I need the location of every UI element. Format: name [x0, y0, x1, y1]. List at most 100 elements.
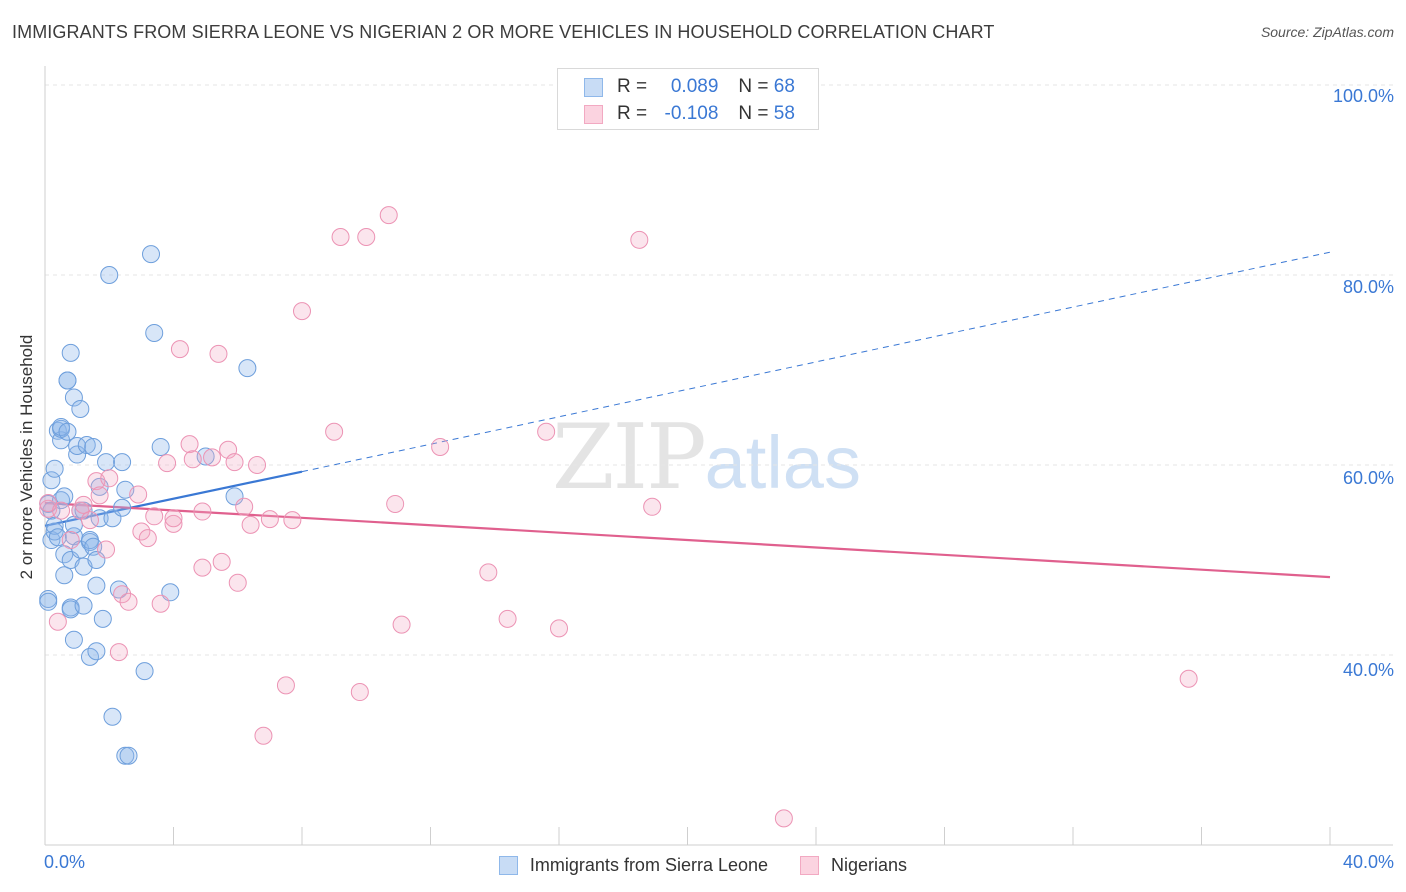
sierra-leone-point [97, 453, 116, 472]
y-tick-label-40: 40.0% [1342, 660, 1394, 680]
nigerian-point [158, 454, 177, 473]
sierra-leone-point [64, 630, 83, 649]
nigerian-point [113, 585, 132, 604]
legend-item-sierra-leone: Immigrants from Sierra Leone [498, 855, 768, 876]
nigerian-point [61, 531, 80, 550]
nigerian-point [225, 453, 244, 472]
nigerian-point [151, 594, 170, 613]
sierra-leone-point [42, 471, 61, 490]
chart-title: IMMIGRANTS FROM SIERRA LEONE VS NIGERIAN… [12, 22, 995, 42]
nigerian-point [209, 344, 228, 363]
nigerian-point [90, 486, 109, 505]
series-legend: Immigrants from Sierra Leone Nigerians [0, 851, 1406, 879]
sierra-leone-point [52, 418, 71, 436]
nigerian-point [193, 502, 212, 521]
sierra-leone-point [103, 707, 122, 726]
r-value: -0.108 [664, 103, 719, 124]
nigerian-point [74, 495, 93, 514]
nigerian-point [48, 612, 67, 631]
sierra-leone-point [64, 388, 83, 407]
y-axis-label: 2 or more Vehicles in Household [17, 334, 36, 580]
nigerian-point [630, 230, 649, 249]
sierra-leone-point [135, 662, 154, 681]
nigerian-point [132, 522, 151, 541]
nigerian-point [357, 228, 376, 246]
sierra-leone-point [55, 487, 74, 506]
y-tick-label-60: 60.0% [1342, 468, 1394, 488]
stats-row-nigerians: R = -0.108 N = 58 [584, 102, 795, 126]
nigerian-point [331, 228, 350, 246]
nigerian-point [325, 422, 344, 441]
nigerian-point [129, 485, 148, 504]
stats-legend: R = 0.089 N = 68 R = -0.108 N = 58 [557, 68, 819, 130]
nigerian-point [109, 643, 128, 662]
nigerian-point [293, 302, 311, 321]
sierra-leone-point [61, 343, 80, 362]
trendlines [44, 251, 1331, 579]
sierra-leone-trendline [44, 470, 303, 527]
nigerian-point [479, 563, 498, 582]
sierra-leone-point [39, 592, 58, 611]
sierra-leone-point [151, 437, 170, 456]
n-label: N = [738, 103, 769, 124]
nigerian-point [164, 509, 183, 528]
sierra-leone-point [142, 245, 161, 264]
n-value: 68 [773, 76, 795, 97]
nigerian-point [431, 437, 450, 456]
nigerian-point [248, 456, 267, 474]
watermark-atlas: atlas [704, 421, 861, 504]
x-tick-label-min: 0.0% [44, 852, 86, 872]
nigerian-point [235, 497, 254, 516]
sierra-leone-point [58, 422, 77, 441]
nigerian-point [97, 540, 116, 559]
data-points [39, 206, 1198, 828]
legend-label: Nigerians [831, 854, 908, 875]
watermark-zip: ZIP [552, 405, 707, 510]
y-tick-label-80: 80.0% [1342, 277, 1394, 297]
nigerian-point [183, 450, 202, 469]
nigerian-point [180, 435, 199, 454]
sierra-leone-point [68, 437, 87, 455]
n-value: 58 [773, 103, 795, 124]
nigerian-point [254, 726, 273, 745]
nigerian-point [241, 515, 260, 534]
sierra-leone-trend-extension [301, 251, 1331, 473]
nigerian-point [392, 615, 411, 634]
sierra-leone-point [145, 323, 164, 342]
y-tick-label-100: 100.0% [1332, 86, 1394, 106]
nigerian-point [498, 609, 517, 628]
sierra-leone-point [113, 453, 132, 472]
sierra-leone-point [100, 266, 119, 284]
watermark: ZIPatlas [552, 405, 861, 510]
sierra-leone-point [93, 609, 112, 628]
sierra-leone-point [87, 576, 106, 595]
nigerian-point [193, 558, 212, 577]
blue-swatch-icon [584, 77, 603, 97]
source-note: Source: ZipAtlas.com [1260, 24, 1394, 40]
r-label: R = [617, 103, 648, 124]
nigerian-point [350, 683, 369, 702]
nigerian-point [164, 514, 183, 533]
nigerian-point [212, 552, 231, 571]
legend-item-nigerians: Nigerians [800, 855, 907, 876]
nigerian-point [550, 619, 568, 638]
nigerian-point [386, 494, 405, 513]
sierra-leone-point [238, 359, 257, 378]
nigerian-point [537, 422, 556, 441]
nigerian-point [145, 507, 164, 526]
pink-swatch-icon [584, 104, 603, 124]
nigerian-point [203, 448, 222, 467]
sierra-leone-point [113, 498, 132, 517]
r-value: 0.089 [670, 76, 719, 97]
blue-swatch-icon [498, 855, 518, 875]
nigerian-point [100, 469, 119, 488]
nigerian-point [52, 501, 71, 520]
sierra-leone-point [45, 459, 64, 478]
sierra-leone-point [45, 516, 64, 535]
nigerian-point [643, 497, 662, 516]
nigerian-point [260, 510, 279, 529]
sierra-leone-point [74, 596, 93, 615]
nigerian-point [774, 809, 793, 828]
sierra-leone-point [71, 399, 90, 418]
